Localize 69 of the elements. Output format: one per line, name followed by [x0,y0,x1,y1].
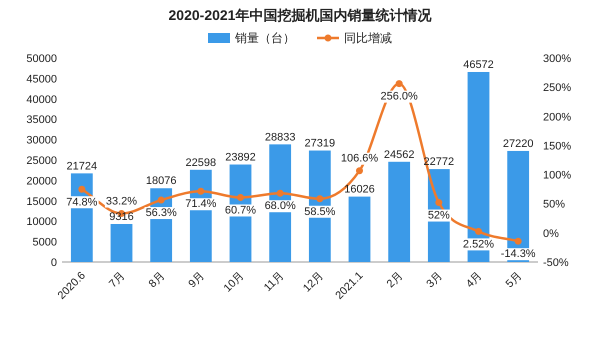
y-tick-label: 20000 [26,175,57,188]
data-label: 256.0% [380,90,418,103]
y2-tick-label: 0% [543,228,560,240]
data-label: 68.0% [264,200,296,212]
legend-label: 销量（台） [234,31,295,45]
data-label: 9316 [109,210,134,223]
point [435,199,442,206]
data-label: -14.3% [500,248,536,260]
data-label: 74.8% [66,196,98,208]
y-tick-label: 25000 [26,155,57,167]
point [197,188,204,195]
data-label: 46572 [463,58,494,71]
y2-tick-label: -50% [543,257,569,269]
data-label: 33.2% [106,196,138,208]
y2-tick-label: 150% [543,140,572,152]
y-tick-label: 40000 [26,94,57,106]
data-label: 21724 [66,160,98,172]
point [396,80,403,88]
data-label: 24562 [384,148,414,161]
data-label: 23892 [225,152,256,164]
data-label: 22598 [186,156,216,169]
y2-tick-label: 50% [543,198,566,211]
data-label: 52% [428,210,450,222]
point [475,228,482,235]
y-tick-label: 10000 [26,216,57,228]
data-label: 18076 [146,175,176,188]
x-tick-label: 3月 [424,270,445,290]
chart-title: 2020-2021年中国挖掘机国内销量统计情况 [168,7,432,23]
point [316,195,324,202]
y2-tick-label: 200% [543,111,572,124]
data-label: 58.5% [304,206,336,218]
x-tick-label: 2月 [384,270,406,290]
x-tick-label: 4月 [464,270,485,290]
y-tick-label: 50000 [26,53,57,65]
y2-tick-label: 300% [543,53,572,65]
data-label: 60.7% [224,204,256,216]
data-label: 56.3% [146,207,177,220]
bar [388,162,410,262]
y2-tick-label: 100% [543,170,572,182]
y-tick-label: 15000 [26,196,57,208]
y-tick-label: 0 [50,257,57,269]
point [78,186,86,193]
bar [110,224,132,262]
data-label: 27220 [502,138,534,150]
x-tick-label: 10月 [222,270,247,295]
legend-label: 同比增减 [344,31,392,45]
x-tick-label: 12月 [301,270,326,295]
y-tick-label: 35000 [26,114,57,126]
x-tick-label: 11月 [262,270,286,294]
data-label: 16026 [344,184,375,196]
x-tick-label: 7月 [107,270,128,290]
data-label: 2.52% [462,238,494,250]
x-tick-label: 9月 [186,270,207,290]
y-tick-label: 45000 [26,73,57,86]
point [237,194,244,201]
point [356,167,363,174]
data-label: 106.6% [340,152,378,165]
y-tick-label: 30000 [26,134,57,147]
y2-tick-label: 250% [543,82,572,94]
point [514,238,522,245]
y-tick-label: 5000 [32,236,57,249]
bar [348,196,370,262]
data-label: 27319 [304,138,336,150]
point [158,196,165,204]
x-tick-label: 8月 [146,270,168,290]
data-label: 71.4% [185,198,217,210]
point [276,190,284,197]
data-label: 28833 [264,131,296,144]
x-tick-label: 5月 [504,270,524,290]
